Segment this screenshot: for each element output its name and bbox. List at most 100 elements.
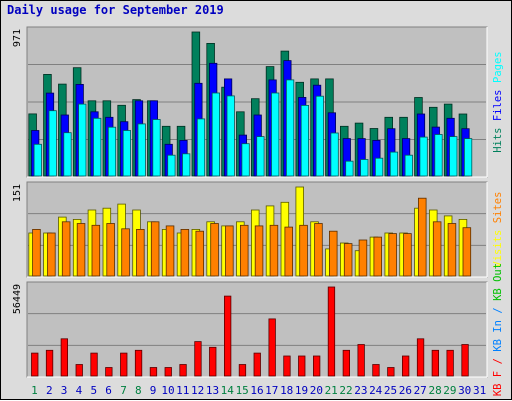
y-max-label-middle: 151 [12,184,23,202]
x-tick-label-day-3: 3 [61,384,68,397]
chart-title: Daily usage for September 2019 [7,3,224,17]
bar-pages-day-14 [226,95,235,177]
bar-sites-day-23 [358,239,368,277]
bar-kb-f-day-23 [357,344,365,377]
x-tick-label-day-10: 10 [161,384,174,397]
legend-label-pages: Pages [492,51,504,83]
bar-pages-day-5 [93,117,102,177]
bar-kb-f-day-5 [90,352,98,377]
x-tick-label-day-29: 29 [443,384,456,397]
bar-pages-day-4 [78,103,87,177]
legend-label-kbf: KB F [492,371,504,396]
bar-kb-f-day-29 [446,349,454,377]
x-tick-label-day-20: 20 [310,384,323,397]
bar-sites-day-26 [403,233,412,277]
bar-kb-f-day-2 [45,349,54,377]
x-tick-label-day-17: 17 [265,384,278,397]
bar-sites-day-9 [150,221,160,277]
bar-sites-day-28 [432,221,442,277]
x-tick-label-day-5: 5 [90,384,97,397]
bar-pages-day-30 [463,138,473,177]
bar-kb-f-day-4 [75,364,83,377]
bar-sites-day-7 [121,228,130,277]
x-tick-label-day-15: 15 [236,384,249,397]
x-tick-label-day-11: 11 [176,384,189,397]
x-tick-label-day-23: 23 [354,384,367,397]
bar-sites-day-16 [254,225,264,277]
legend-label-slash: / [492,358,504,364]
bar-pages-day-3 [63,132,72,177]
bar-pages-day-10 [167,154,176,177]
bar-sites-day-22 [343,243,353,277]
bar-pages-day-1 [33,143,42,177]
bar-kb-f-day-10 [164,367,172,377]
bar-sites-day-30 [462,227,472,277]
bar-pages-day-17 [271,92,280,177]
bar-kb-f-day-28 [431,349,440,377]
legend-label-slash: / [492,307,504,313]
bar-pages-day-13 [211,92,220,177]
bar-kb-f-day-14 [223,295,232,377]
bar-kb-f-day-18 [283,355,291,377]
legend-label-kbin: KB In [492,320,504,352]
x-tick-label-day-24: 24 [369,384,383,397]
bar-kb-f-day-12 [194,341,202,377]
bar-pages-day-25 [389,151,399,177]
bar-pages-day-22 [345,160,354,177]
bar-pages-day-12 [196,118,206,177]
bar-sites-day-1 [32,228,41,277]
x-tick-label-day-28: 28 [428,384,441,397]
legend-label-hits: Hits [492,128,504,153]
x-tick-label-day-19: 19 [295,384,308,397]
bar-sites-day-19 [299,224,308,277]
bar-pages-day-23 [360,159,369,177]
bar-kb-f-day-30 [461,344,469,377]
bar-pages-day-29 [449,136,458,177]
bar-pages-day-20 [315,95,324,177]
x-tick-label-day-14: 14 [221,384,235,397]
bar-pages-day-11 [182,153,191,177]
bar-sites-day-13 [210,223,219,277]
bar-kb-f-day-17 [268,318,276,377]
x-tick-label-day-30: 30 [458,384,471,397]
bar-pages-day-28 [434,134,443,177]
bar-pages-day-9 [152,119,161,177]
bar-pages-day-15 [241,143,250,177]
bar-sites-day-24 [373,236,382,277]
bar-sites-day-25 [388,233,397,277]
bar-kb-f-day-26 [401,355,410,377]
bar-sites-day-21 [328,230,338,277]
bar-kb-f-day-9 [149,367,158,377]
bar-kb-f-day-25 [387,367,395,377]
bar-pages-day-8 [137,123,146,177]
x-tick-label-day-8: 8 [135,384,142,397]
bar-sites-day-14 [225,225,234,277]
bar-pages-day-19 [300,105,310,177]
x-tick-label-day-26: 26 [399,384,412,397]
bar-kb-f-day-8 [134,349,143,377]
bar-sites-day-18 [284,226,293,277]
bar-sites-day-27 [417,197,427,277]
x-tick-label-day-22: 22 [339,384,352,397]
bar-kb-f-day-22 [342,349,351,377]
legend-label-kbout: KB Out [492,263,504,301]
x-tick-label-day-1: 1 [31,384,38,397]
bar-sites-day-29 [447,223,457,277]
y-max-label-bottom: 56449 [12,284,23,314]
bar-kb-f-day-24 [372,364,380,377]
x-tick-label-day-7: 7 [120,384,127,397]
legend-label-files: Files [492,89,504,121]
bar-kb-f-day-21 [327,286,336,377]
bar-pages-day-18 [285,79,295,177]
bar-pages-day-2 [48,110,57,177]
bar-kb-f-day-6 [105,367,113,377]
x-tick-label-day-18: 18 [280,384,293,397]
x-tick-label-day-6: 6 [105,384,112,397]
bar-pages-day-16 [256,136,265,177]
bar-sites-day-17 [269,224,279,277]
x-tick-label-day-9: 9 [150,384,157,397]
bar-kb-f-day-3 [60,338,68,377]
bar-kb-f-day-15 [238,364,247,377]
bar-kb-f-day-1 [31,352,39,377]
